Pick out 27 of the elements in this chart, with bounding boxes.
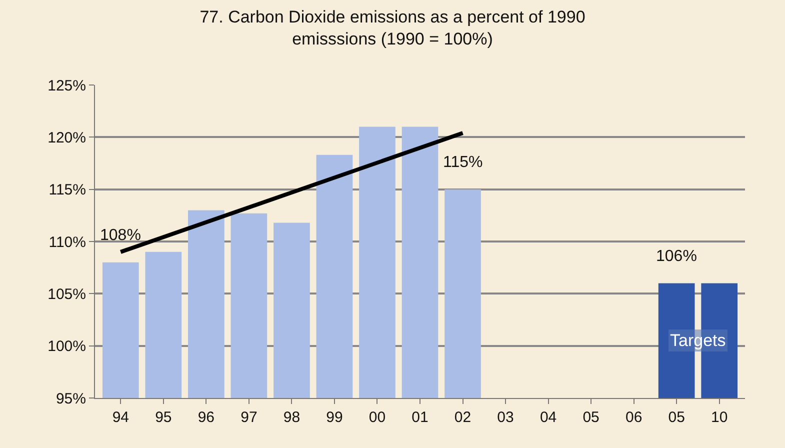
x-tick-label: 06 bbox=[625, 409, 642, 426]
y-tick-label: 115% bbox=[48, 182, 86, 199]
x-tick-label: 03 bbox=[497, 409, 514, 426]
y-tick-label: 105% bbox=[48, 286, 86, 303]
x-tick-label: 04 bbox=[540, 409, 557, 426]
y-tick-label: 120% bbox=[48, 129, 86, 146]
y-tick-label: 95% bbox=[56, 390, 86, 408]
x-tick-label: 94 bbox=[112, 409, 130, 426]
x-tick-label: 96 bbox=[198, 409, 215, 426]
series-label: Targets bbox=[670, 331, 726, 350]
x-tick-label: 98 bbox=[283, 409, 300, 426]
x-tick-label: 02 bbox=[454, 409, 472, 426]
y-tick-label: 110% bbox=[48, 234, 86, 251]
x-tick-label: 05 bbox=[668, 409, 685, 426]
chart-title: 77. Carbon Dioxide emissions as a percent of 1990 emisssions (1990 = 100%) bbox=[200, 7, 586, 48]
x-tick-label: 99 bbox=[326, 409, 343, 426]
x-tick-label: 97 bbox=[240, 409, 258, 426]
x-tick-label: 05 bbox=[582, 409, 600, 426]
x-tick-label: 01 bbox=[412, 409, 428, 426]
x-tick-label: 00 bbox=[368, 409, 386, 426]
data-label: 106% bbox=[656, 248, 697, 265]
data-label: 115% bbox=[443, 154, 483, 171]
y-tick-label: 100% bbox=[48, 338, 86, 356]
y-tick-label: 125% bbox=[48, 77, 86, 94]
data-label: 108% bbox=[100, 227, 141, 244]
x-tick-label: 95 bbox=[155, 409, 172, 426]
x-tick-label: 10 bbox=[710, 409, 728, 426]
